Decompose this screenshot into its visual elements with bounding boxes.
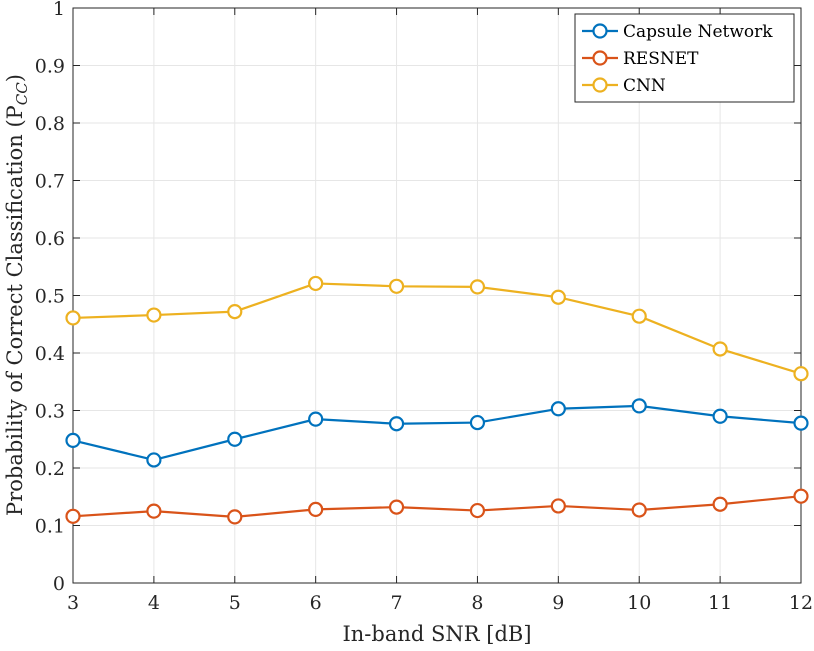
data-point-resnet xyxy=(227,509,243,525)
data-point-capsule-network xyxy=(65,432,81,448)
data-point-resnet xyxy=(712,496,728,512)
y-tick-label: 0.9 xyxy=(35,56,65,78)
legend-label-cnn: CNN xyxy=(623,76,666,96)
data-point-cnn xyxy=(227,304,243,320)
data-point-resnet xyxy=(388,499,405,515)
y-tick-label: 0.4 xyxy=(35,343,65,365)
x-tick-label: 10 xyxy=(627,592,651,614)
x-tick-label: 12 xyxy=(789,592,813,614)
y-tick-label: 0.2 xyxy=(35,458,65,480)
y-axis-label-subscript: CC xyxy=(13,82,31,105)
legend-marker-capsule-network xyxy=(592,23,608,39)
data-point-cnn xyxy=(550,289,566,305)
y-tick-label: 0.6 xyxy=(35,228,65,250)
data-point-cnn xyxy=(308,275,324,292)
y-tick-label: 0.1 xyxy=(35,516,65,538)
y-axis-label-close: ) xyxy=(3,74,27,82)
y-axis-label-main: Probability of Correct Classification (P xyxy=(3,105,27,516)
data-point-cnn xyxy=(469,279,486,295)
legend-label-resnet: RESNET xyxy=(623,49,699,69)
data-point-capsule-network xyxy=(631,398,647,414)
data-point-capsule-network xyxy=(712,408,728,424)
x-tick-label: 8 xyxy=(471,592,483,614)
y-tick-label: 1 xyxy=(53,0,65,20)
data-point-resnet xyxy=(65,508,81,524)
y-tick-label: 0.8 xyxy=(35,113,65,135)
data-point-cnn xyxy=(146,307,162,323)
data-point-cnn xyxy=(712,341,728,357)
data-point-resnet xyxy=(631,502,647,518)
series-line-capsule-network xyxy=(72,404,802,462)
data-point-cnn xyxy=(65,310,81,326)
legend: Capsule Network RESNET CNN xyxy=(574,13,795,103)
legend-marker-cnn xyxy=(592,77,608,93)
x-tick-label: 5 xyxy=(229,592,241,614)
data-point-capsule-network xyxy=(227,431,243,447)
x-tick-label: 11 xyxy=(708,592,732,614)
data-point-resnet xyxy=(469,502,486,519)
data-point-resnet xyxy=(550,498,566,514)
series-line-resnet xyxy=(72,495,802,518)
y-tick-label: 0 xyxy=(53,573,65,595)
y-tick-label: 0.7 xyxy=(35,171,65,193)
series-line-cnn xyxy=(72,282,802,375)
data-point-resnet xyxy=(308,501,324,517)
data-point-capsule-network xyxy=(388,416,405,432)
y-axis-label: Probability of Correct Classification (P… xyxy=(3,74,31,516)
legend-label-capsule-network: Capsule Network xyxy=(623,22,773,42)
x-tick-label: 4 xyxy=(148,592,160,614)
data-point-capsule-network xyxy=(146,452,162,468)
y-tick-label: 0.5 xyxy=(35,286,65,308)
data-point-capsule-network xyxy=(793,415,809,431)
x-tick-label: 6 xyxy=(310,592,322,614)
x-axis-label: In-band SNR [dB] xyxy=(342,622,531,646)
legend-marker-resnet xyxy=(592,50,608,66)
data-point-cnn xyxy=(631,308,647,324)
data-point-capsule-network xyxy=(550,401,566,417)
data-point-resnet xyxy=(146,503,162,519)
x-tick-label: 9 xyxy=(552,592,564,614)
data-point-capsule-network xyxy=(308,411,324,427)
data-point-resnet xyxy=(793,488,809,504)
data-point-capsule-network xyxy=(469,414,486,431)
x-tick-label: 3 xyxy=(67,592,79,614)
data-point-cnn xyxy=(388,278,405,294)
data-point-cnn xyxy=(793,366,809,382)
y-tick-label: 0.3 xyxy=(35,401,65,423)
x-tick-label: 7 xyxy=(391,592,403,614)
